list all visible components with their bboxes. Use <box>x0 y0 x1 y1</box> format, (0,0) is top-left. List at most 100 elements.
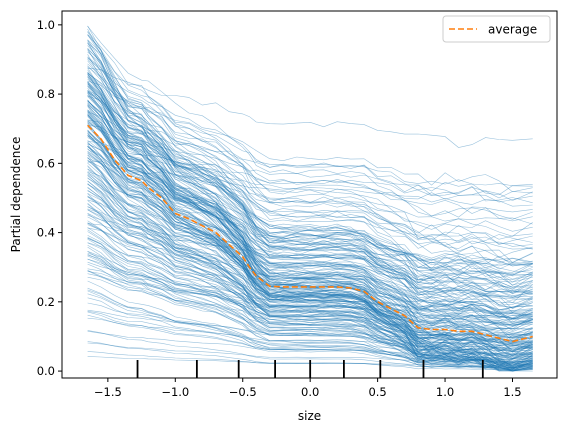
ice-curve <box>87 314 533 363</box>
ice-curve <box>87 187 533 369</box>
ice-curve <box>87 124 533 291</box>
ice-curve <box>87 124 533 352</box>
ice-curve <box>87 57 533 204</box>
ice-curve <box>87 133 533 359</box>
ice-curve <box>87 109 533 277</box>
ice-curve <box>87 213 533 365</box>
ice-curve <box>87 229 533 360</box>
ice-curve <box>87 263 533 354</box>
ice-curve <box>87 135 533 343</box>
ice-curve <box>87 130 533 333</box>
ice-curve <box>87 171 533 368</box>
ice-curve <box>87 48 533 338</box>
ice-curve <box>87 40 533 321</box>
ice-curve <box>87 175 533 357</box>
ice-curve <box>87 83 533 342</box>
ice-curve <box>87 34 533 245</box>
ice-curve <box>87 114 533 360</box>
ice-curve <box>87 171 533 267</box>
ice-curve <box>87 268 533 326</box>
ice-curve <box>87 199 533 279</box>
ice-curve <box>87 178 533 299</box>
ice-curve <box>87 239 533 372</box>
ice-curve <box>87 237 533 351</box>
ice-curve <box>87 289 533 368</box>
ice-curve <box>87 123 533 353</box>
ice-curve <box>87 251 533 326</box>
ice-curve <box>87 76 533 283</box>
ice-curve <box>87 60 533 293</box>
ice-curve <box>87 310 533 355</box>
ice-curve <box>87 159 533 365</box>
ice-curve <box>87 273 533 321</box>
ice-curve <box>87 120 533 330</box>
ice-curve <box>87 114 533 342</box>
ice-curve <box>87 254 533 339</box>
ice-curve <box>87 238 533 361</box>
ice-curve <box>87 166 533 367</box>
ice-curve <box>87 121 533 298</box>
ice-curve <box>87 152 533 338</box>
ice-curve <box>87 103 533 250</box>
ice-curve <box>87 309 533 343</box>
ice-curve <box>87 214 533 267</box>
ice-curve <box>87 223 533 339</box>
ice-curve <box>87 203 533 372</box>
ice-curve <box>87 90 533 362</box>
ice-curve <box>87 65 533 301</box>
ice-curve <box>87 237 533 355</box>
x-tick-label: 1.5 <box>503 385 521 399</box>
ice-curve <box>87 183 533 357</box>
ice-curve <box>87 157 533 347</box>
ice-curve <box>87 100 533 296</box>
ice-curve <box>87 119 533 232</box>
ice-curve <box>87 150 533 327</box>
ice-curve <box>87 270 533 359</box>
ice-curve <box>87 255 533 371</box>
ice-curve <box>87 85 533 263</box>
ice-curve <box>87 100 533 318</box>
ice-curve <box>87 111 533 187</box>
ice-curve <box>87 160 533 203</box>
ice-curve <box>87 122 533 357</box>
ice-curve <box>87 154 533 370</box>
ice-curve <box>87 96 533 311</box>
x-tick-label: −1.0 <box>161 385 189 399</box>
ice-curve <box>87 183 533 372</box>
ice-curve <box>87 34 533 294</box>
ice-curve <box>87 74 533 288</box>
ice-curve <box>87 145 533 369</box>
ice-curve <box>87 59 533 320</box>
ice-curve <box>87 171 533 324</box>
ice-curve <box>87 81 533 286</box>
ice-curve <box>87 165 533 366</box>
ice-curve <box>87 168 533 288</box>
ice-curve <box>87 95 533 214</box>
plot-frame <box>61 10 558 379</box>
ice-curve <box>87 177 533 295</box>
ice-curve <box>87 77 533 344</box>
ice-curve <box>87 116 533 325</box>
ice-curve <box>87 258 533 324</box>
ice-curve <box>87 106 533 351</box>
ice-curve <box>87 141 533 201</box>
ice-curve <box>87 66 533 220</box>
ice-curve <box>87 110 533 372</box>
ice-curve <box>87 43 533 366</box>
x-tick-label: −0.5 <box>229 385 257 399</box>
ice-curve <box>87 356 533 366</box>
ice-curve <box>87 47 533 319</box>
ice-curve <box>87 63 533 237</box>
ice-curve <box>87 246 533 371</box>
x-tick-label: 0.5 <box>368 385 386 399</box>
ice-curve <box>87 330 533 369</box>
ice-curve <box>87 113 533 320</box>
ice-curve <box>87 209 533 356</box>
ice-curve <box>87 81 533 336</box>
ice-curve <box>87 102 533 331</box>
ice-curve <box>87 145 533 327</box>
ice-curve <box>87 196 533 331</box>
ice-curve <box>87 251 533 370</box>
ice-curve <box>87 88 533 331</box>
